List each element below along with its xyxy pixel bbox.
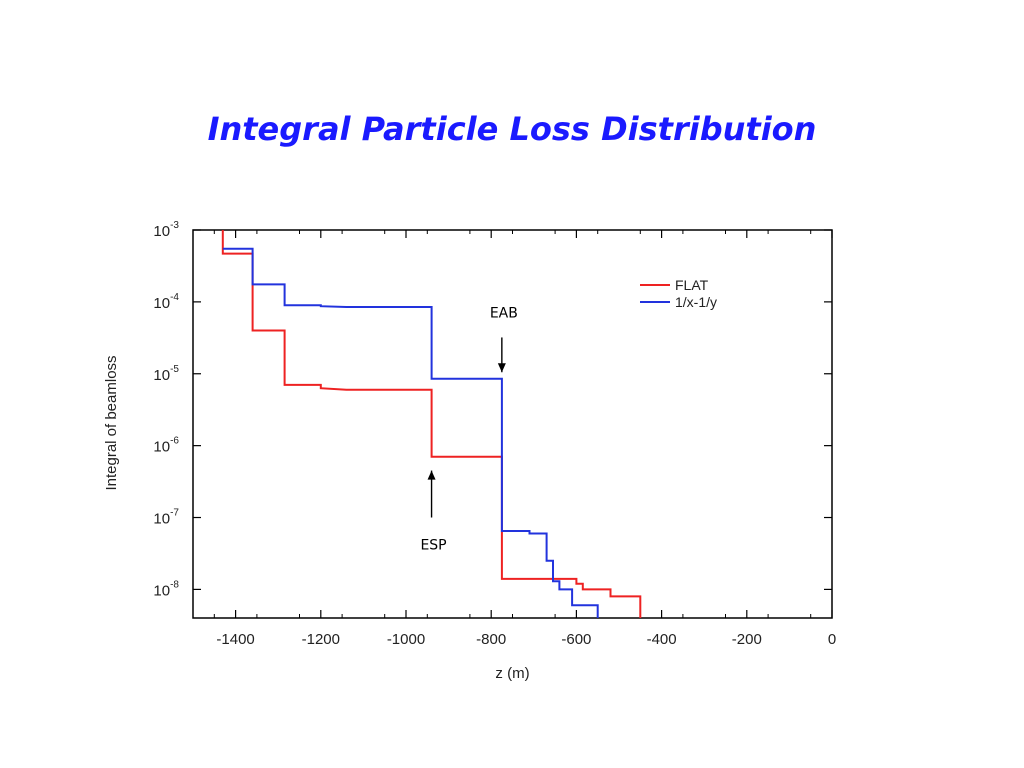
y-tick-base: 10 xyxy=(153,511,170,528)
series-line-inverse-diff xyxy=(222,247,599,618)
plot-frame xyxy=(192,229,833,619)
y-tick-exponent: -4 xyxy=(170,292,179,303)
x-tick-label: -800 xyxy=(476,631,506,648)
y-tick-exponent: -5 xyxy=(170,364,179,375)
y-tick-label: 10-3 xyxy=(153,220,179,240)
x-tick-label: -400 xyxy=(647,631,677,648)
y-tick-exponent: -3 xyxy=(170,220,179,231)
legend-label: FLAT xyxy=(675,277,709,293)
plot-area xyxy=(192,229,833,619)
y-tick-labels: 10-810-710-610-510-410-3 xyxy=(153,220,179,599)
x-tick-labels: -1400 -1200 -1000 -800 -600 -400 -200 0 xyxy=(216,631,836,648)
series-line-flat xyxy=(221,230,642,618)
annotation-label-eab: EAB xyxy=(490,305,518,321)
y-tick-label: 10-5 xyxy=(153,364,179,384)
y-tick-base: 10 xyxy=(153,582,170,599)
y-tick-base: 10 xyxy=(153,367,170,384)
series-lines xyxy=(221,230,642,618)
y-tick-label: 10-6 xyxy=(153,436,179,456)
annotation-label-esp: ESP xyxy=(420,538,446,554)
axis-ticks xyxy=(193,229,833,618)
y-tick-base: 10 xyxy=(153,439,170,456)
y-tick-label: 10-7 xyxy=(153,508,179,528)
x-tick-label: -1400 xyxy=(216,631,254,648)
x-tick-label: -1000 xyxy=(387,631,425,648)
y-tick-exponent: -8 xyxy=(170,579,179,590)
y-tick-label: 10-8 xyxy=(153,579,179,599)
y-tick-base: 10 xyxy=(153,295,170,312)
annotation-arrow-head xyxy=(497,363,506,373)
legend-label: 1/x-1/y xyxy=(675,294,717,310)
y-axis-title: Integral of beamloss xyxy=(103,355,120,490)
annotations: EAB ESP xyxy=(420,305,517,553)
x-tick-label: -1200 xyxy=(302,631,340,648)
x-tick-label: -600 xyxy=(561,631,591,648)
y-tick-exponent: -6 xyxy=(170,436,179,447)
y-tick-label: 10-4 xyxy=(153,292,179,312)
annotation-arrow-head xyxy=(427,470,436,480)
y-tick-exponent: -7 xyxy=(170,508,179,519)
x-tick-label: -200 xyxy=(732,631,762,648)
y-tick-base: 10 xyxy=(153,223,170,240)
x-axis-title: z (m) xyxy=(495,665,529,682)
slide-title: Integral Particle Loss Distribution xyxy=(207,110,817,148)
x-tick-label: 0 xyxy=(828,631,836,648)
